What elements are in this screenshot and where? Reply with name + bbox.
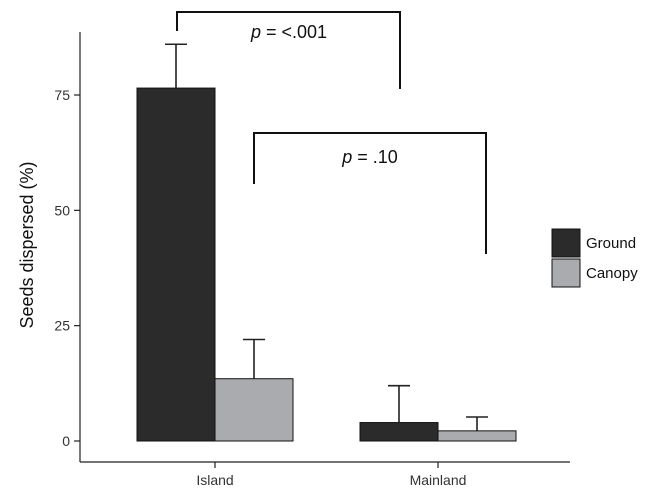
sig-label-2: p = .10 <box>341 147 398 167</box>
sig-bracket-2 <box>253 132 487 254</box>
sig-label-1: p = <.001 <box>250 22 327 42</box>
legend-swatch-ground <box>551 228 581 258</box>
bar-mainland-ground <box>359 422 439 442</box>
x-tick-label-mainland: Mainland <box>410 472 467 488</box>
y-tick-label-50: 50 <box>54 202 70 218</box>
x-tick-label-island: Island <box>196 472 233 488</box>
legend-label-canopy: Canopy <box>586 265 638 282</box>
sig-bracket-1 <box>176 11 401 89</box>
y-axis-title: Seeds dispersed (%) <box>17 161 37 328</box>
sig-label-2-value: = .10 <box>352 147 398 167</box>
bars-layer <box>136 87 517 442</box>
legend-swatch-canopy <box>551 258 581 288</box>
y-tick-label-75: 75 <box>54 87 70 103</box>
legend: Ground Canopy <box>551 228 638 288</box>
bar-island-canopy <box>214 378 294 442</box>
y-ticks-layer: 0 25 50 75 <box>54 87 80 449</box>
legend-label-ground: Ground <box>586 235 636 252</box>
sig-label-2-p: p <box>341 147 352 167</box>
y-tick-label-0: 0 <box>62 433 70 449</box>
sig-label-1-value: = <.001 <box>261 22 327 42</box>
x-ticks-layer: Island Mainland <box>196 462 466 488</box>
y-tick-label-25: 25 <box>54 318 70 334</box>
bar-mainland-canopy <box>437 430 517 442</box>
error-bars-layer <box>165 43 488 431</box>
bar-island-ground <box>136 87 216 442</box>
sig-label-1-p: p <box>250 22 261 42</box>
